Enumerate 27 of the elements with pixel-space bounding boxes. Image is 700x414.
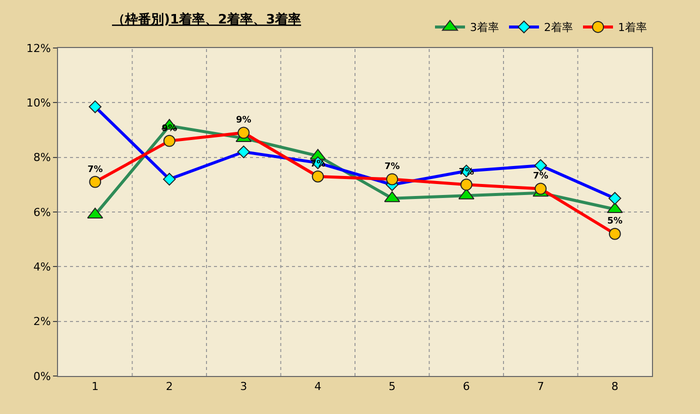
y-tick-label: 2% xyxy=(33,315,51,328)
x-tick-label: 8 xyxy=(611,380,618,394)
y-tick-label: 6% xyxy=(33,206,51,219)
y-tick-label: 0% xyxy=(33,370,51,383)
x-tick-label: 4 xyxy=(314,380,322,394)
x-tick-label: 6 xyxy=(462,380,470,394)
y-tick-label: 4% xyxy=(33,260,51,274)
data-label: 5% xyxy=(607,216,623,227)
legend-label: 2着率 xyxy=(544,21,573,34)
data-label: 9% xyxy=(236,116,252,126)
chart-title: （枠番別)1着率、2着率、3着率 xyxy=(112,12,302,28)
y-tick-label: 12% xyxy=(26,42,51,55)
data-label: 7% xyxy=(458,168,474,178)
x-tick-label: 1 xyxy=(92,380,99,394)
data-label: 7% xyxy=(87,164,103,175)
data-label: 7% xyxy=(310,159,326,170)
x-tick-label: 3 xyxy=(240,380,248,394)
x-tick-label: 2 xyxy=(166,380,173,394)
data-label: 9% xyxy=(162,124,178,134)
legend-label: 3着率 xyxy=(470,21,499,34)
x-tick-label: 5 xyxy=(388,380,396,394)
legend-label: 1着率 xyxy=(618,21,647,34)
y-tick-label: 8% xyxy=(33,151,51,164)
x-tick-label: 7 xyxy=(537,380,544,394)
data-label: 7% xyxy=(532,172,548,182)
y-tick-label: 10% xyxy=(26,96,51,110)
data-label: 7% xyxy=(384,162,400,172)
